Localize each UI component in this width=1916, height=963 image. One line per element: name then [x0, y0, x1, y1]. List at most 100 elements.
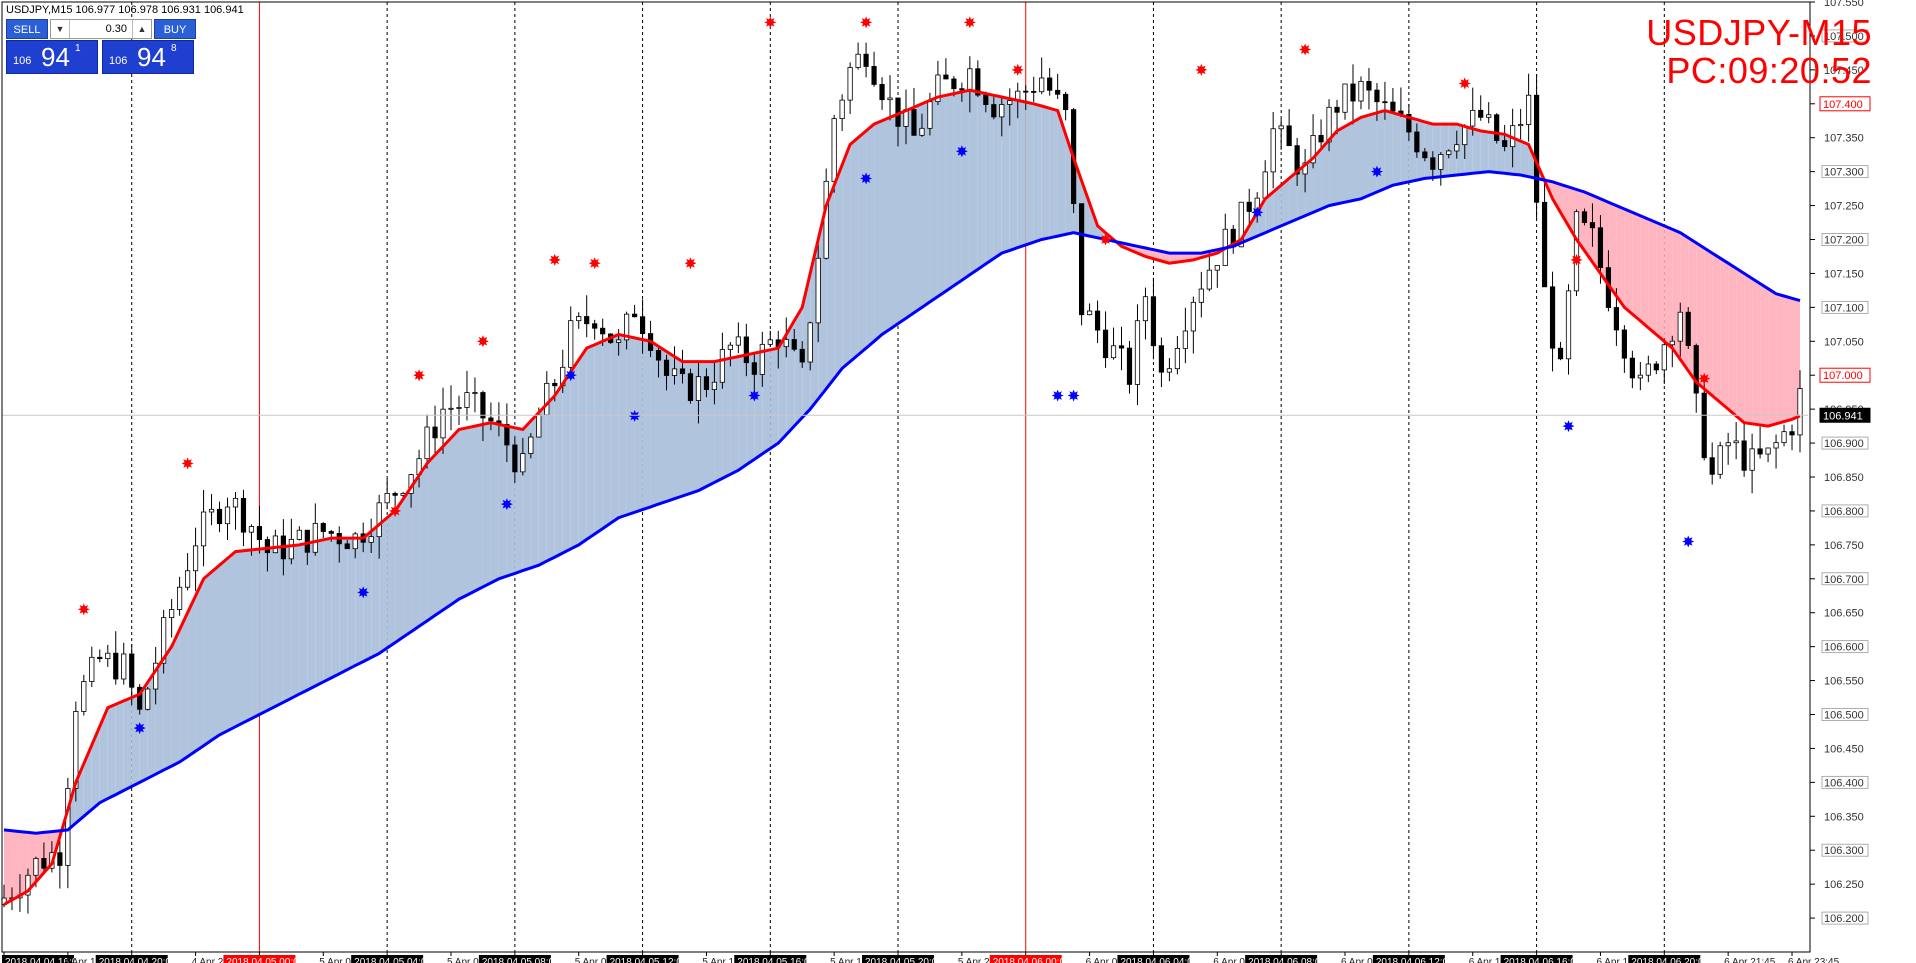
bear-candle — [600, 327, 606, 335]
time-label: 2018.04.06 20:00 — [1631, 957, 1709, 963]
lot-size-field[interactable]: ▼ 0.30 ▲ — [50, 19, 152, 39]
bull-candle — [1270, 128, 1276, 173]
bear-candle — [679, 368, 686, 375]
cloud-segment — [1329, 130, 1338, 206]
bear-candle — [751, 362, 757, 375]
bull-candle — [232, 497, 239, 508]
price-tick-label: 107.550 — [1824, 0, 1864, 9]
price-tick-box — [1821, 29, 1869, 43]
bull-candle — [1214, 265, 1220, 271]
bull-candle — [105, 652, 111, 660]
bull-candle — [927, 101, 933, 129]
cloud-segment — [267, 547, 276, 711]
bear-candle — [655, 350, 662, 361]
bull-candle — [1733, 440, 1739, 444]
cloud-segment — [1584, 192, 1593, 263]
cloud-segment — [195, 578, 204, 752]
time-label: 2018.04.06 04:00 — [1120, 957, 1198, 963]
price-tick-box — [1821, 775, 1869, 789]
price-tick-label: 106.300 — [1824, 845, 1864, 857]
sell-price[interactable]: 106 94 1 — [6, 40, 98, 74]
bear-candle — [1430, 157, 1436, 170]
cloud-segment — [618, 334, 627, 518]
time-label: 2018.04.06 16:00 — [1504, 957, 1582, 963]
cloud-segment — [482, 422, 491, 587]
bull-candle — [1526, 94, 1532, 125]
cloud-segment — [874, 120, 883, 342]
bull-candle — [616, 339, 622, 343]
bull-candle — [783, 339, 789, 348]
bull-candle — [520, 453, 526, 473]
lot-down-icon[interactable]: ▼ — [51, 20, 70, 38]
bull-candle — [1518, 124, 1524, 127]
bear-candle — [632, 313, 638, 318]
bull-candle — [1717, 445, 1723, 475]
bear-candle — [663, 359, 670, 376]
cloud-segment — [1624, 208, 1633, 315]
lot-size-value[interactable]: 0.30 — [105, 23, 127, 35]
bull-candle — [1262, 171, 1268, 199]
cloud-segment — [1680, 232, 1689, 371]
cloud-segment — [586, 344, 595, 540]
price-tick-box — [1821, 233, 1869, 246]
cloud-segment — [1648, 219, 1657, 335]
cloud-segment — [562, 371, 571, 553]
cloud-segment — [259, 548, 268, 715]
cloud-segment — [1289, 171, 1298, 223]
current-price-box — [1819, 407, 1871, 423]
cloud-segment — [634, 337, 643, 513]
bear-candle — [584, 316, 590, 325]
buy-signal-dot — [860, 172, 873, 185]
sell-button[interactable]: SELL — [6, 19, 48, 39]
bull-candle — [536, 414, 542, 438]
bear-candle — [304, 529, 310, 553]
time-axis: 2018.04.04 16:004 Apr 1 2018.04.04 20:00 4… — [2, 952, 1840, 963]
price-tick-label: 107.450 — [1824, 65, 1864, 77]
price-tick-label: 106.700 — [1824, 574, 1864, 586]
bear-candle — [1350, 83, 1356, 102]
bull-candle — [1637, 374, 1643, 379]
buy-button[interactable]: BUY — [154, 19, 196, 39]
bull-candle — [312, 523, 318, 553]
chart-title: USDJPY,M15 106.977 106.978 106.931 106.9… — [6, 4, 244, 16]
price-tick-box — [1821, 436, 1869, 450]
time-label: 5 Apr 0 — [447, 957, 479, 963]
cloud-segment — [1384, 110, 1393, 189]
bear-candle — [1023, 90, 1029, 93]
bear-candle — [344, 543, 350, 550]
bear-candle — [911, 109, 917, 136]
sell-signal-dot — [764, 16, 777, 29]
time-label: 6 Apr 23:45 — [1788, 957, 1840, 963]
fast-ma-line — [3, 88, 1801, 906]
cloud-segment — [802, 273, 811, 418]
time-label-box — [1628, 955, 1701, 963]
buy-signal-dot — [1682, 535, 1695, 548]
cloud-segment — [898, 110, 906, 324]
cloud-segment — [1744, 273, 1753, 424]
price-tick-label: 107.300 — [1824, 167, 1864, 179]
bear-candle — [743, 336, 749, 364]
cloud-segment — [1025, 102, 1034, 245]
time-label-box — [1117, 955, 1190, 963]
cloud-segment — [403, 487, 412, 638]
cloud-segment — [339, 538, 348, 674]
time-label: 2018.04.05 04:00 — [354, 957, 432, 963]
time-label: 6 Apr 0 — [1086, 957, 1118, 963]
cloud-segment — [722, 358, 731, 479]
cloud-segment — [243, 549, 252, 723]
bear-candle — [639, 316, 646, 334]
cloud-segment — [1360, 115, 1369, 199]
bear-candle — [1701, 392, 1707, 459]
buy-price[interactable]: 106 94 8 — [102, 40, 194, 74]
bull-candle — [472, 392, 478, 394]
cloud-segment — [1520, 141, 1529, 177]
cloud-segment — [299, 543, 308, 695]
bear-candle — [392, 492, 398, 496]
bull-candle — [855, 53, 861, 68]
lot-up-icon[interactable]: ▲ — [132, 20, 151, 38]
cloud-segment — [658, 346, 667, 505]
one-click-trade-panel: SELL ▼ 0.30 ▲ BUY 106 94 1 106 94 8 — [6, 19, 196, 76]
time-label: 2018.04.04 16:00 — [5, 957, 83, 963]
sell-signal-dot — [588, 257, 601, 270]
